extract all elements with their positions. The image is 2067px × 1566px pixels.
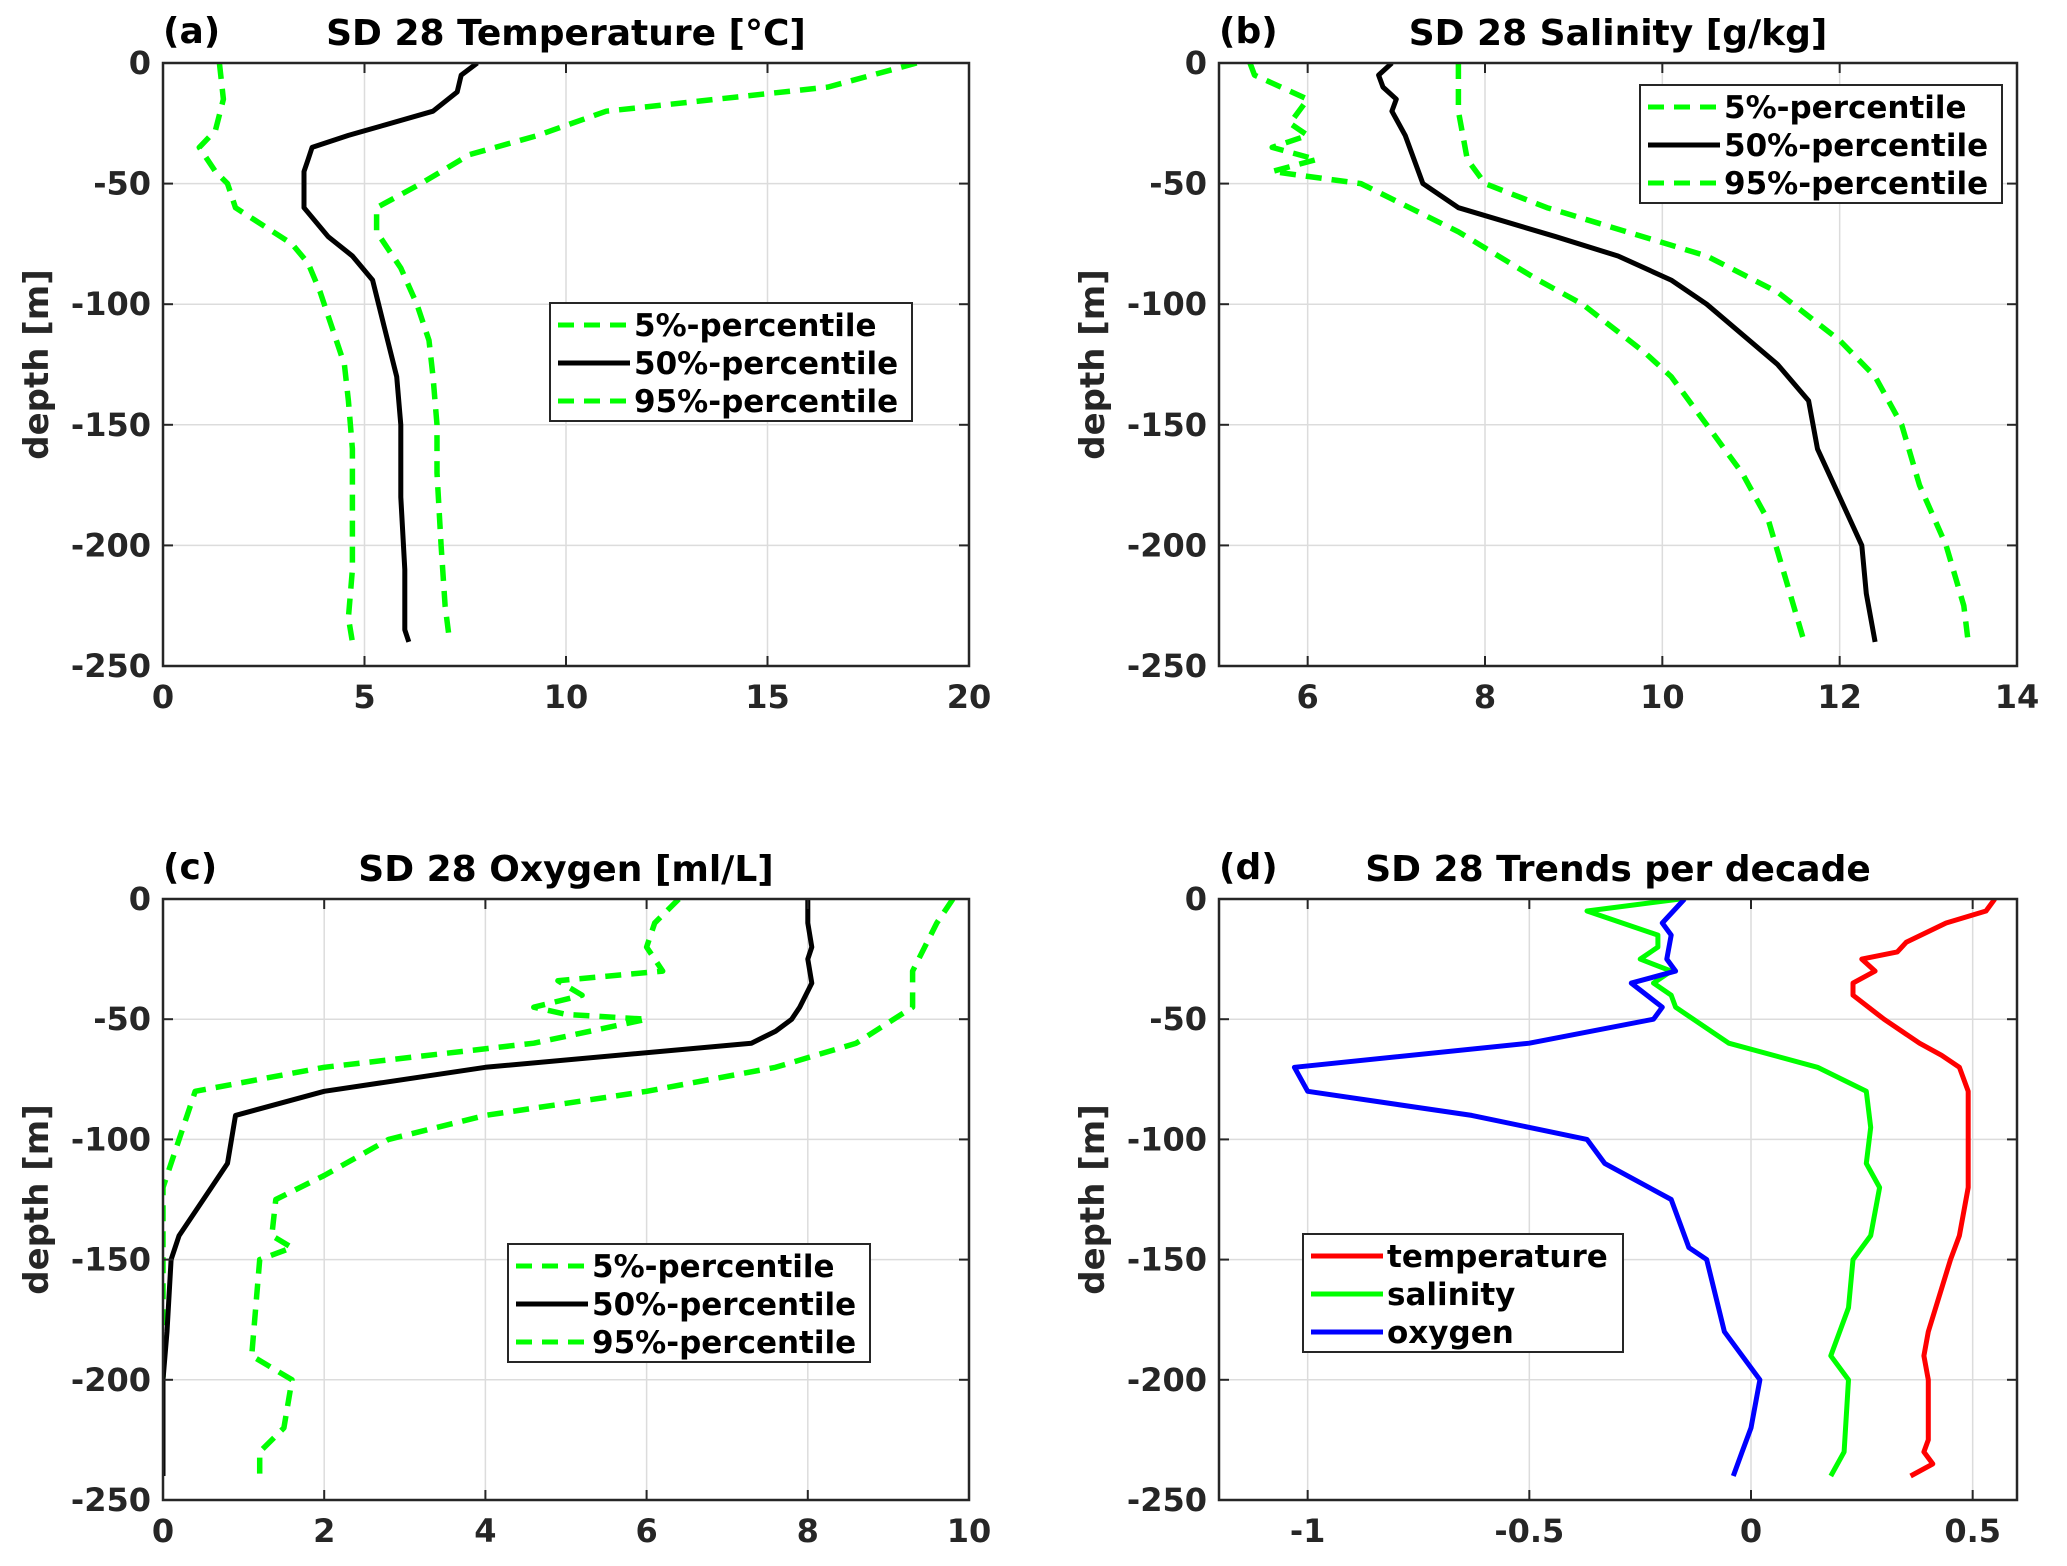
y-tick-label: 0 <box>129 880 151 918</box>
axes-frame <box>161 897 971 1502</box>
x-tick-label: 20 <box>947 678 992 716</box>
x-tick-label: 2 <box>313 1512 335 1550</box>
y-tick-label: -150 <box>71 406 151 444</box>
legend-label: 50%-percentile <box>592 1287 856 1323</box>
legend-label: 5%-percentile <box>634 308 877 344</box>
x-tick-label: 0 <box>152 678 174 716</box>
y-axis-label: depth [m] <box>17 1104 57 1295</box>
x-tick-label: 5 <box>353 678 375 716</box>
x-tick-label: 12 <box>1817 678 1862 716</box>
y-tick-label: -100 <box>71 285 151 323</box>
y-tick-label: 0 <box>1185 44 1207 82</box>
series-line-95-percentile <box>373 63 918 638</box>
series-line-salinity <box>1584 899 1883 1478</box>
panel-label: (b) <box>1219 11 1278 52</box>
axes-frame <box>1217 897 2019 1502</box>
series-line-95-percentile <box>1455 63 1971 643</box>
series-line-50-percentile <box>163 899 815 1476</box>
legend: 5%-percentile50%-percentile95%-percentil… <box>507 1243 871 1363</box>
series-line-95-percentile <box>248 899 956 1476</box>
y-tick-label: -50 <box>93 1000 151 1038</box>
series-line-temperature <box>1850 899 1997 1479</box>
legend-label: 95%-percentile <box>634 384 898 420</box>
series-line-oxygen <box>1291 899 1763 1477</box>
x-tick-label: 0 <box>152 1512 174 1550</box>
y-tick-label: 0 <box>129 44 151 82</box>
y-axis-label: depth [m] <box>17 269 57 460</box>
y-tick-label: -200 <box>71 1361 151 1399</box>
panel-label: (a) <box>163 11 220 52</box>
y-tick-label: -150 <box>71 1241 151 1279</box>
y-tick-label: -200 <box>71 526 151 564</box>
y-tick-label: -50 <box>93 165 151 203</box>
legend-label: temperature <box>1387 1239 1608 1275</box>
x-tick-label: 6 <box>1297 678 1319 716</box>
series-line-50-percentile <box>1376 63 1878 643</box>
x-tick-label: 4 <box>474 1512 496 1550</box>
y-tick-label: -50 <box>1149 165 1207 203</box>
y-tick-label: -250 <box>71 1481 151 1519</box>
legend-label: oxygen <box>1387 1315 1514 1351</box>
panel-d: -1 -0.5 0 0.5 0 -50 -100 -150 -200 -250 depth [m] S… <box>1073 847 2019 1550</box>
chart-title: SD 28 Temperature [°C] <box>326 13 806 54</box>
x-tick-label: 0 <box>1740 1512 1762 1550</box>
legend: 5%-percentile50%-percentile95%-percentil… <box>1639 84 2003 204</box>
y-tick-label: -100 <box>1127 285 1207 323</box>
panel-b: 6 8 10 12 14 0 -50 -100 -150 -200 -250 depth [m] SD … <box>1073 11 2039 716</box>
x-tick-label: 10 <box>947 1512 992 1550</box>
series-line-5-percentile <box>196 63 356 643</box>
legend-label: 95%-percentile <box>592 1325 856 1361</box>
x-tick-label: 8 <box>797 1512 819 1550</box>
y-axis-label: depth [m] <box>1073 269 1113 460</box>
chart-title: SD 28 Salinity [g/kg] <box>1409 13 1828 54</box>
legend-label: 5%-percentile <box>1724 90 1967 126</box>
series-line-5-percentile <box>1247 63 1807 643</box>
chart-title: SD 28 Trends per decade <box>1365 849 1871 890</box>
y-tick-label: 0 <box>1185 880 1207 918</box>
panel-label: (d) <box>1219 847 1278 888</box>
series-line-5-percentile <box>163 899 681 1380</box>
legend: 5%-percentile50%-percentile95%-percentil… <box>549 302 913 422</box>
x-tick-label: 8 <box>1474 678 1496 716</box>
legend-label: 50%-percentile <box>634 346 898 382</box>
legend-label: salinity <box>1387 1277 1515 1313</box>
x-tick-label: -0.5 <box>1494 1512 1564 1550</box>
panel-a: 0 5 10 15 20 0 -50 -100 -150 -200 -250 depth [m] SD … <box>17 11 991 716</box>
axes-frame <box>1217 61 2019 668</box>
y-tick-label: -250 <box>71 647 151 685</box>
y-tick-label: -150 <box>1127 1241 1207 1279</box>
legend-label: 95%-percentile <box>1724 166 1988 202</box>
y-tick-label: -100 <box>1127 1120 1207 1158</box>
y-tick-label: -100 <box>71 1120 151 1158</box>
panel-c: 0 2 4 6 8 10 0 -50 -100 -150 -200 -250 depth [m] SD 2… <box>17 847 991 1550</box>
y-tick-label: -250 <box>1127 1481 1207 1519</box>
legend-label: 50%-percentile <box>1724 128 1988 164</box>
x-tick-label: 6 <box>635 1512 657 1550</box>
panel-label: (c) <box>163 847 217 888</box>
y-tick-label: -250 <box>1127 647 1207 685</box>
y-tick-label: -200 <box>1127 1361 1207 1399</box>
y-axis-label: depth [m] <box>1073 1104 1113 1295</box>
x-tick-label: 10 <box>1640 678 1685 716</box>
chart-title: SD 28 Oxygen [ml/L] <box>358 849 773 890</box>
x-tick-label: 10 <box>544 678 589 716</box>
x-tick-label: -1 <box>1290 1512 1326 1550</box>
y-tick-label: -200 <box>1127 526 1207 564</box>
x-tick-label: 0.5 <box>1944 1512 2001 1550</box>
legend-label: 5%-percentile <box>592 1249 835 1285</box>
x-tick-label: 15 <box>745 678 790 716</box>
series-line-50-percentile <box>301 63 479 643</box>
y-tick-label: -150 <box>1127 406 1207 444</box>
y-tick-label: -50 <box>1149 1000 1207 1038</box>
x-tick-label: 14 <box>1995 678 2040 716</box>
